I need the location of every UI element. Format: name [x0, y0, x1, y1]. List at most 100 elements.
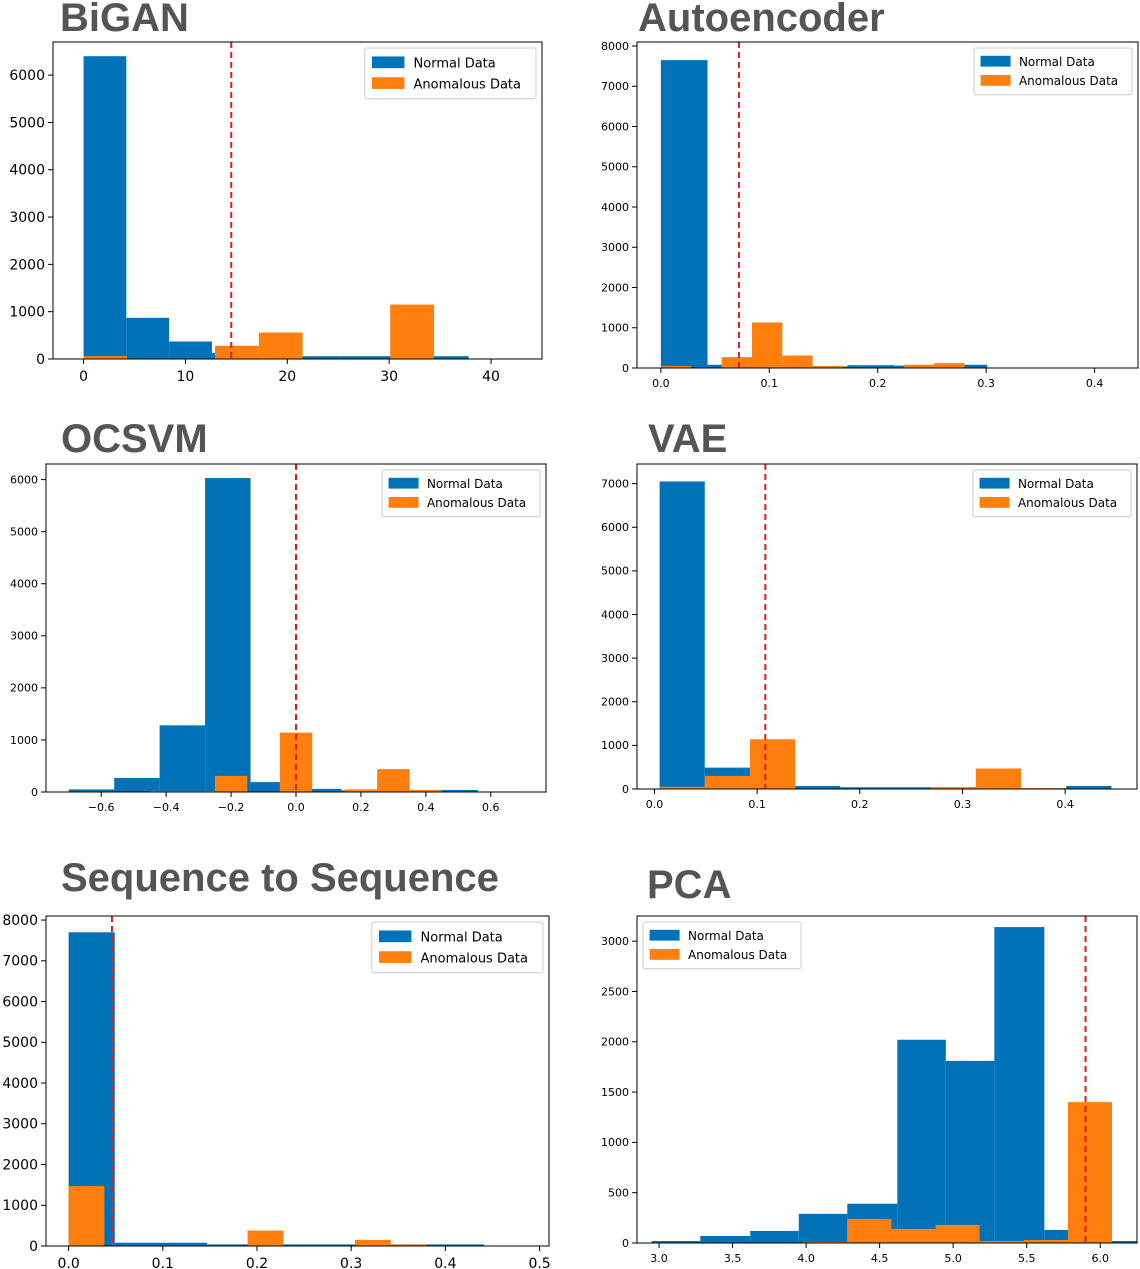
- x-tick-label: 0.4: [1086, 377, 1104, 390]
- legend-label: Normal Data: [1018, 477, 1094, 491]
- legend: Normal Data Anomalous Data: [364, 47, 537, 100]
- anomalous-data-bar: [247, 1230, 284, 1246]
- legend: Normal Data Anomalous Data: [642, 921, 802, 970]
- plot-area: [68, 932, 485, 1246]
- normal-data-bar: [1066, 785, 1112, 789]
- y-tick-label: 0: [31, 786, 38, 799]
- plot-area: [651, 927, 1137, 1243]
- y-tick-label: 4000: [2, 1076, 38, 1092]
- axes-frame: [45, 915, 550, 1247]
- y-tick-label: 5000: [9, 115, 45, 131]
- x-tick-label: 5.5: [1018, 1252, 1036, 1265]
- normal-data-bar: [126, 317, 170, 359]
- y-tick-label: 5000: [601, 161, 629, 174]
- legend-label: Anomalous Data: [414, 77, 521, 92]
- anomalous-data-bar: [344, 789, 378, 792]
- legend-label: Anomalous Data: [1018, 496, 1117, 510]
- normal-data-bar: [750, 1230, 799, 1243]
- x-tick-label: 0.2: [246, 1256, 268, 1269]
- normal-data-bar: [659, 481, 705, 789]
- x-tick-label: 4.0: [797, 1252, 815, 1265]
- legend-swatch-anomalous: [980, 75, 1011, 86]
- y-tick-label: 1000: [2, 1198, 38, 1214]
- chart-title: Sequence to Sequence: [61, 856, 499, 900]
- normal-data-bar: [885, 787, 931, 789]
- y-tick-label: 1000: [601, 322, 629, 335]
- y-tick-label: 6000: [10, 473, 38, 486]
- anomalous-data-bar: [803, 1241, 848, 1243]
- normal-data-bar: [340, 356, 384, 359]
- y-tick-label: 3000: [601, 652, 629, 665]
- y-tick-label: 3000: [601, 241, 629, 254]
- chart-title: PCA: [647, 863, 732, 907]
- legend-label: Anomalous Data: [688, 948, 787, 962]
- anomalous-data-bar: [721, 357, 752, 368]
- y-tick-label: 6000: [2, 994, 38, 1010]
- chart-title: OCSVM: [61, 417, 208, 461]
- x-tick-label: 0.5: [528, 1256, 550, 1269]
- normal-data-bar: [798, 1213, 848, 1243]
- y-tick-label: 1500: [601, 1086, 629, 1099]
- chart-title: Autoencoder: [638, 0, 885, 40]
- legend: Normal Data Anomalous Data: [973, 47, 1133, 96]
- y-tick-label: 4000: [10, 578, 38, 591]
- y-tick-label: 3000: [10, 630, 38, 643]
- anomalous-data-bar: [704, 775, 750, 789]
- normal-data-bar: [897, 1039, 946, 1243]
- x-tick-label: 0.6: [482, 801, 500, 814]
- legend-label: Anomalous Data: [421, 951, 528, 966]
- y-tick-label: 1000: [10, 734, 38, 747]
- chart-title: VAE: [648, 417, 728, 461]
- plot-area: [659, 481, 1112, 789]
- anomalous-data-bar: [975, 768, 1021, 789]
- normal-data-bar: [299, 1244, 346, 1246]
- x-tick-label: 0.4: [417, 801, 435, 814]
- anomalous-data-bar: [751, 322, 783, 368]
- y-tick-label: 7000: [601, 80, 629, 93]
- x-tick-label: 0: [79, 369, 88, 385]
- normal-data-bar: [250, 782, 296, 792]
- normal-data-bar: [114, 777, 160, 792]
- legend: Normal Data Anomalous Data: [381, 469, 541, 518]
- normal-data-bar: [83, 56, 127, 359]
- y-tick-label: 7000: [601, 477, 629, 490]
- legend-box: [381, 469, 541, 518]
- anomalous-data-bar: [182, 790, 215, 792]
- normal-data-bar: [159, 725, 206, 792]
- normal-data-bar: [700, 1235, 751, 1243]
- anomalous-data-bar: [390, 1244, 427, 1246]
- anomalous-data-bar: [409, 789, 443, 792]
- x-tick-label: 0.3: [977, 377, 995, 390]
- anomalous-data-bar: [258, 332, 303, 359]
- x-tick-label: −0.2: [218, 801, 245, 814]
- y-tick-label: 2000: [9, 257, 45, 273]
- y-tick-label: 5000: [10, 526, 38, 539]
- normal-data-bar: [651, 1240, 701, 1243]
- x-tick-label: 3.5: [724, 1252, 742, 1265]
- legend-swatch-normal: [388, 477, 419, 489]
- normal-data-bar: [1092, 1240, 1137, 1243]
- anomalous-data-bar: [891, 1228, 936, 1243]
- normal-data-bar: [660, 60, 708, 368]
- legend-swatch-normal: [979, 477, 1010, 489]
- y-tick-label: 3000: [9, 210, 45, 226]
- anomalous-data-bar: [279, 732, 313, 792]
- legend-swatch-normal: [649, 929, 680, 941]
- y-tick-label: 500: [608, 1187, 629, 1200]
- y-tick-label: 4000: [601, 201, 629, 214]
- x-tick-label: 5.0: [944, 1252, 962, 1265]
- x-tick-label: 0.3: [954, 798, 972, 811]
- normal-data-bar: [114, 1242, 161, 1246]
- anomalous-data-bar: [214, 345, 259, 359]
- legend-label: Anomalous Data: [1019, 74, 1118, 88]
- y-tick-label: 1000: [601, 1136, 629, 1149]
- normal-data-bar: [160, 1242, 208, 1246]
- axes-frame: [636, 41, 1139, 369]
- legend-swatch-anomalous: [378, 951, 412, 963]
- anomalous-data-bar: [935, 1224, 980, 1243]
- x-tick-label: 0.1: [152, 1256, 174, 1269]
- legend-swatch-normal: [980, 55, 1011, 67]
- anomalous-data-bar: [903, 364, 935, 368]
